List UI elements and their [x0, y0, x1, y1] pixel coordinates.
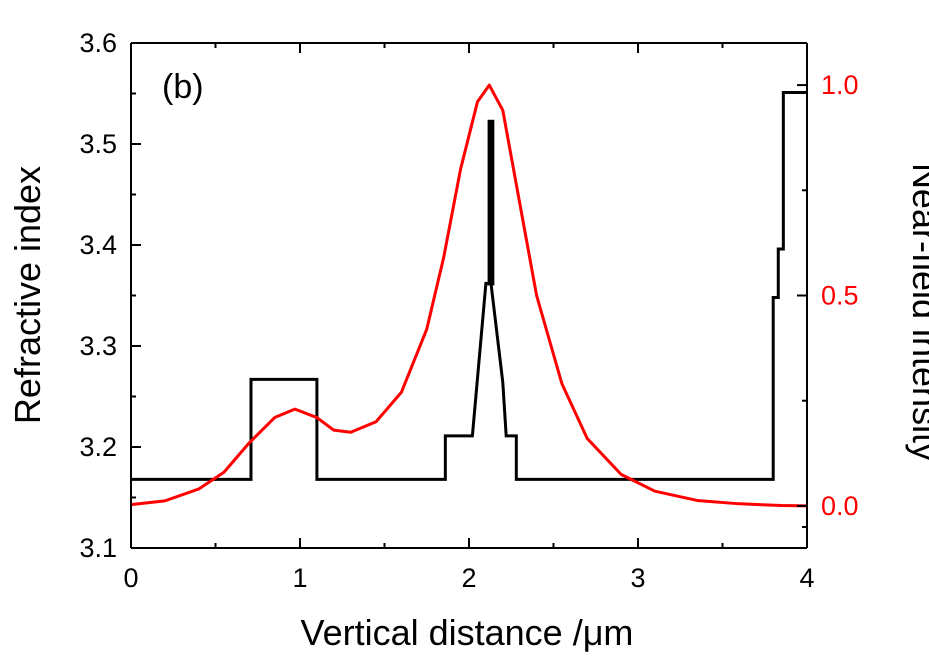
- refractive-index-line: [131, 90, 807, 481]
- x-tick-label: 2: [461, 563, 476, 593]
- tick-layer: 0 1 2 3 4 3.1 3.2 3.3 3.4 3.5 3.6 0.0 0.5 1.0: [79, 28, 858, 593]
- near-field-intensity-line: [130, 83, 808, 508]
- plot-layer: [130, 83, 808, 508]
- y2-tick-label: 0.5: [821, 281, 859, 311]
- y2-tick-label: 1.0: [821, 70, 859, 100]
- y-tick-label: 3.6: [79, 28, 117, 58]
- x-tick-label: 0: [123, 563, 138, 593]
- x-tick-label: 4: [799, 563, 814, 593]
- y-tick-label: 3.4: [79, 230, 117, 260]
- panel-label: (b): [162, 68, 204, 106]
- x-tick-label: 1: [292, 563, 307, 593]
- y2-tick-label: 0.0: [821, 491, 859, 521]
- thin-layer-bar: [487, 119, 495, 286]
- y-tick-label: 3.1: [79, 533, 117, 563]
- y-axis-title: Refractive index: [7, 166, 48, 424]
- y-tick-label: 3.5: [79, 129, 117, 159]
- x-tick-label: 3: [630, 563, 645, 593]
- y2-axis-title: Near-field intensity: [905, 163, 929, 461]
- y-tick-label: 3.2: [79, 432, 117, 462]
- x-axis-title: Vertical distance /μm: [301, 612, 634, 653]
- y-tick-label: 3.3: [79, 331, 117, 361]
